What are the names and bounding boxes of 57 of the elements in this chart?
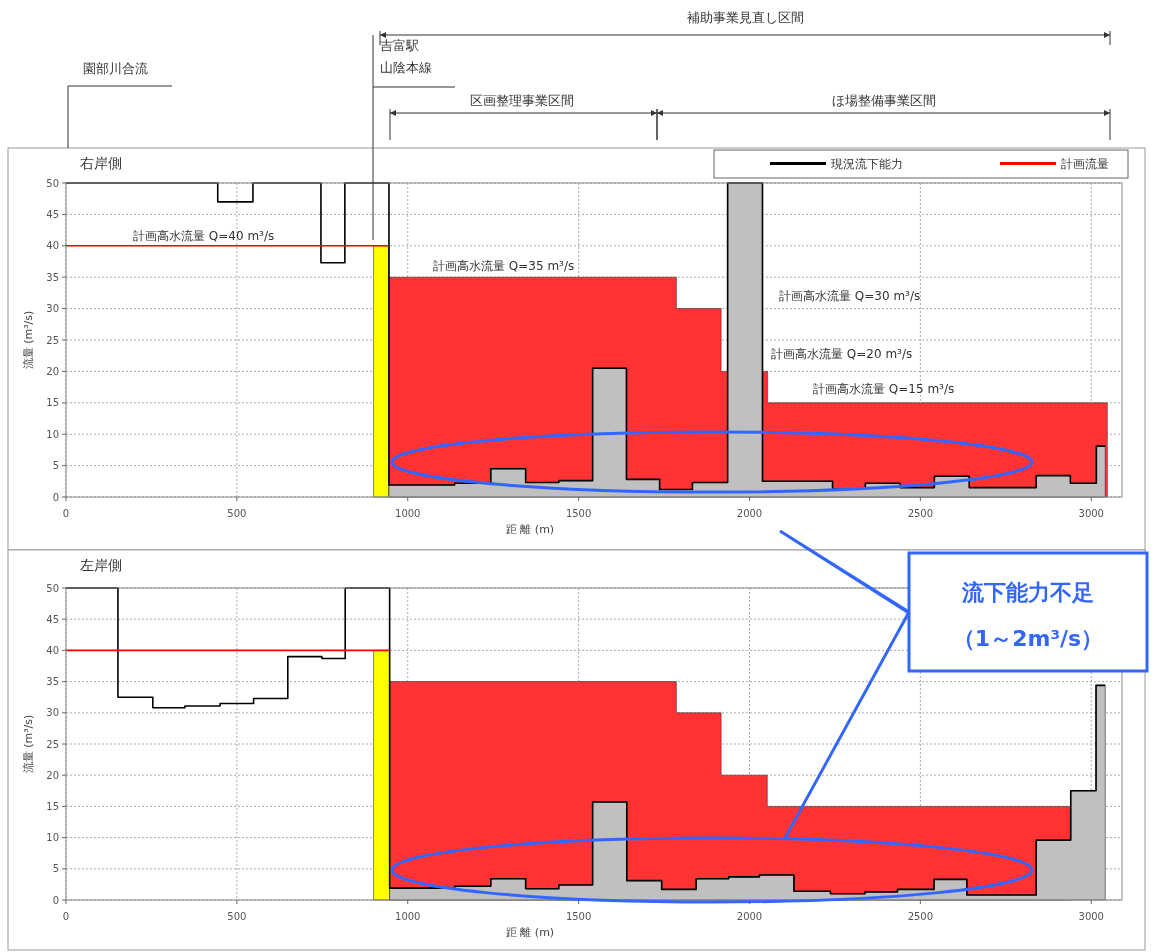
text: 園部川合流 — [83, 61, 148, 76]
y-tick-label: 50 — [46, 177, 59, 189]
y-axis-title: 流量 (m³/s) — [22, 714, 35, 774]
y-tick-label: 20 — [46, 365, 59, 377]
annotation: 計画高水流量 Q=15 m³/s — [813, 382, 955, 396]
y-tick-label: 40 — [46, 644, 59, 656]
x-tick-label: 0 — [62, 911, 70, 922]
y-tick-label: 5 — [52, 460, 59, 472]
annotation: 計画高水流量 Q=40 m³/s — [133, 229, 275, 243]
x-tick-label: 0 — [62, 508, 70, 519]
x-tick-label: 500 — [227, 911, 247, 922]
y-tick-label: 25 — [46, 738, 59, 750]
text: ほ場整備事業区間 — [832, 93, 936, 108]
y-axis-title: 流量 (m³/s) — [22, 310, 35, 370]
x-tick-label: 1000 — [395, 911, 421, 922]
y-tick-label: 40 — [46, 240, 59, 252]
legend-label: 計画流量 — [1061, 157, 1109, 171]
chart-title: 左岸側 — [80, 557, 122, 573]
text: 吉富駅 — [380, 38, 419, 53]
x-tick-label: 2500 — [907, 911, 934, 922]
y-tick-label: 45 — [46, 208, 59, 220]
x-tick-label: 3000 — [1078, 508, 1104, 519]
x-tick-label: 2000 — [736, 911, 763, 922]
text: 補助事業見直し区間 — [686, 10, 804, 25]
y-tick-label: 10 — [46, 428, 59, 440]
y-tick-label: 10 — [46, 832, 59, 844]
y-tick-label: 0 — [52, 894, 59, 906]
y-tick-label: 15 — [46, 800, 59, 812]
x-tick-label: 1500 — [565, 911, 592, 922]
x-tick-label: 2000 — [736, 508, 763, 519]
y-tick-label: 20 — [46, 769, 59, 781]
x-axis-title: 距 離 (m) — [505, 523, 555, 536]
x-axis-title: 距 離 (m) — [505, 926, 555, 939]
x-tick-label: 1500 — [565, 508, 592, 519]
y-tick-label: 35 — [46, 271, 59, 283]
y-tick-label: 35 — [46, 676, 59, 688]
y-tick-label: 5 — [52, 863, 59, 875]
annotation: 計画高水流量 Q=20 m³/s — [771, 347, 913, 361]
x-tick-label: 3000 — [1078, 911, 1104, 922]
y-tick-label: 30 — [46, 303, 59, 315]
annotation: （1～2m³/s） — [952, 626, 1104, 651]
y-tick-label: 50 — [46, 582, 59, 594]
y-tick-label: 15 — [46, 397, 59, 409]
y-tick-label: 0 — [52, 491, 59, 503]
y-tick-label: 30 — [46, 707, 59, 719]
x-tick-label: 1000 — [395, 508, 421, 519]
y-tick-label: 45 — [46, 613, 59, 625]
chart-title: 右岸側 — [80, 155, 122, 171]
text: 区画整理事業区間 — [470, 93, 574, 108]
x-tick-label: 2500 — [907, 508, 934, 519]
x-tick-label: 500 — [227, 508, 247, 519]
annotation: 流下能力不足 — [961, 580, 1094, 605]
annotation: 計画高水流量 Q=35 m³/s — [433, 259, 575, 273]
text: 山陰本線 — [380, 60, 432, 75]
y-tick-label: 25 — [46, 334, 59, 346]
legend-label: 現況流下能力 — [831, 157, 903, 171]
annotation: 計画高水流量 Q=30 m³/s — [779, 289, 921, 303]
